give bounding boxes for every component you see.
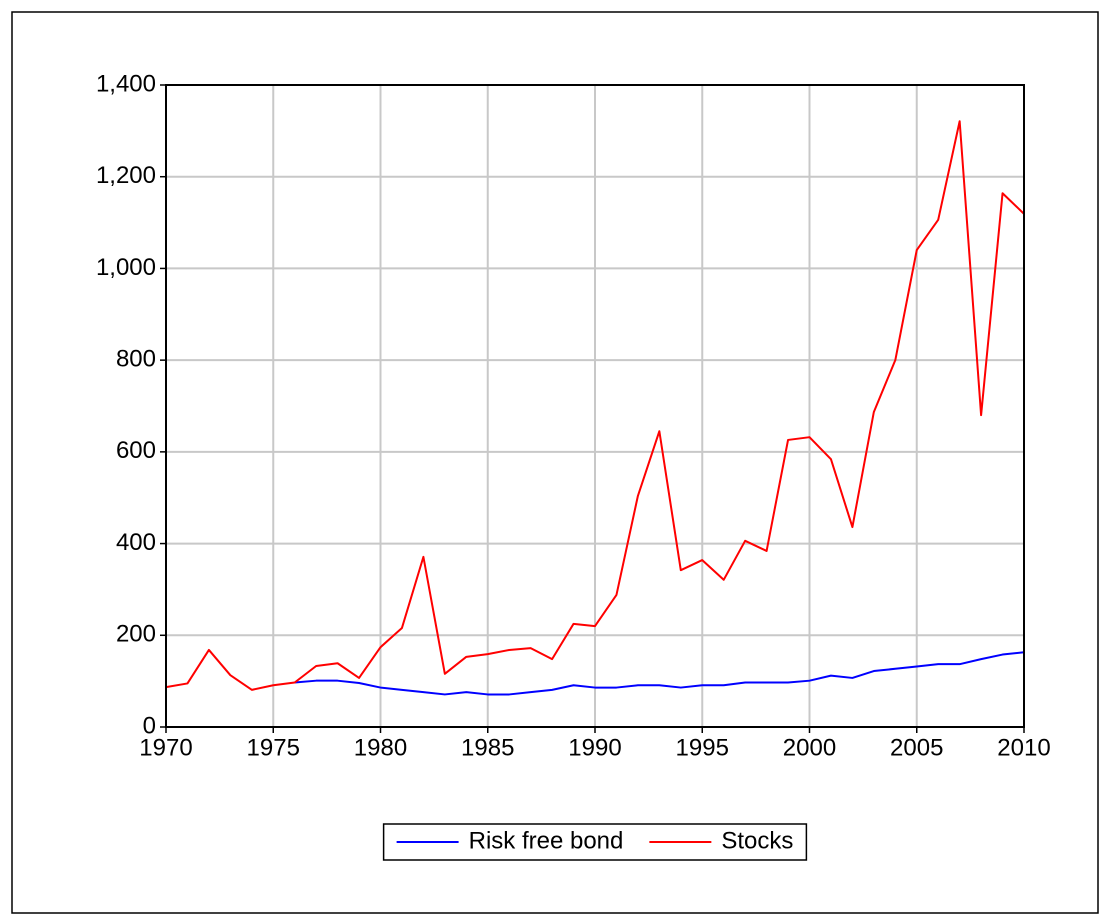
x-tick-label: 2010 [997, 734, 1050, 761]
x-tick-label: 2005 [890, 734, 943, 761]
x-tick-label: 1970 [139, 734, 192, 761]
x-tick-label: 1995 [676, 734, 729, 761]
y-tick-label: 800 [116, 345, 156, 372]
y-tick-label: 1,000 [96, 254, 156, 281]
x-tick-label: 2000 [783, 734, 836, 761]
y-tick-label: 1,200 [96, 162, 156, 189]
x-tick-label: 1985 [461, 734, 514, 761]
x-tick-label: 1990 [568, 734, 621, 761]
y-tick-label: 1,400 [96, 70, 156, 97]
legend: Risk free bond Stocks [382, 823, 808, 861]
y-tick-label: 400 [116, 529, 156, 556]
legend-label: Stocks [721, 827, 793, 854]
x-tick-label: 1980 [354, 734, 407, 761]
y-tick-label: 0 [143, 712, 156, 739]
y-tick-label: 200 [116, 621, 156, 648]
y-tick-label: 600 [116, 437, 156, 464]
series-line [294, 651, 1025, 696]
frame [11, 11, 1099, 914]
legend-label: Risk free bond [469, 827, 624, 854]
x-tick-label: 1975 [247, 734, 300, 761]
plot-border [165, 84, 1025, 728]
series-line [165, 120, 1025, 691]
